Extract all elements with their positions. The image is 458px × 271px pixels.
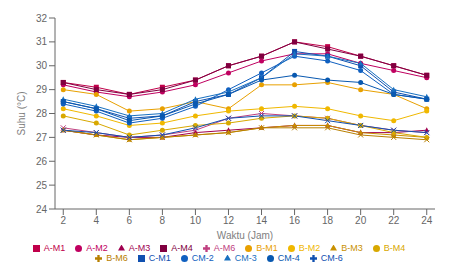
html-text:A-M4: A-M4	[171, 243, 193, 253]
html-text:B-M6: B-M6	[106, 253, 128, 263]
svg-text:22: 22	[388, 215, 400, 226]
html-text:A-M2: A-M2	[86, 243, 108, 253]
svg-text:24: 24	[421, 215, 433, 226]
svg-text:25: 25	[36, 180, 48, 191]
svg-text:31: 31	[36, 36, 48, 47]
svg-text:Suhu (°C): Suhu (°C)	[16, 91, 27, 135]
html-text:B-M2: B-M2	[298, 243, 321, 253]
html-text:CM-6: CM-6	[320, 253, 343, 263]
svg-text:30: 30	[36, 60, 48, 71]
html-text:CM-3: CM-3	[234, 253, 257, 263]
html-text:B-M4: B-M4	[383, 243, 406, 253]
svg-text:28: 28	[36, 108, 48, 119]
html-text:B-M1: B-M1	[256, 243, 278, 253]
svg-text:10: 10	[190, 215, 202, 226]
html-text:CM-2: CM-2	[191, 253, 214, 263]
svg-text:8: 8	[160, 215, 166, 226]
html-text:A-M1: A-M1	[43, 243, 66, 253]
svg-text:32: 32	[36, 13, 48, 24]
svg-text:16: 16	[289, 215, 301, 226]
html-text:CM-4: CM-4	[277, 253, 300, 263]
html-text:A-M3: A-M3	[128, 243, 151, 253]
svg-text:24: 24	[36, 204, 48, 215]
svg-text:26: 26	[36, 156, 48, 167]
svg-text:Waktu (Jam): Waktu (Jam)	[217, 230, 273, 241]
svg-text:6: 6	[127, 215, 133, 226]
html-text:C-M1: C-M1	[148, 253, 171, 263]
html-text:B-M3: B-M3	[341, 243, 363, 253]
svg-text:4: 4	[94, 215, 100, 226]
svg-text:20: 20	[355, 215, 367, 226]
svg-text:14: 14	[256, 215, 268, 226]
html-text:A-M6: A-M6	[213, 243, 236, 253]
svg-text:29: 29	[36, 84, 48, 95]
svg-text:12: 12	[223, 215, 235, 226]
svg-text:18: 18	[322, 215, 334, 226]
svg-text:2: 2	[60, 215, 66, 226]
svg-text:27: 27	[36, 132, 48, 143]
